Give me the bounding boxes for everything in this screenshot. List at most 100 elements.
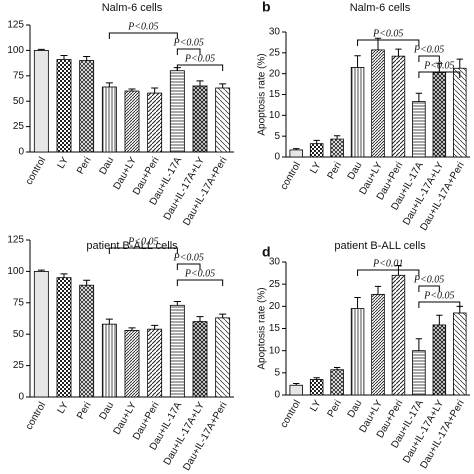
- x-tick-label: LY: [56, 155, 71, 171]
- y-tick-label: 0: [18, 147, 24, 158]
- chart-title: Nalm-6 cells: [102, 2, 163, 14]
- chart-title: patient B-ALL cells: [334, 240, 426, 252]
- y-tick-label: 25: [269, 47, 281, 58]
- x-tick-label: Dau: [98, 400, 117, 421]
- bar: [309, 379, 324, 396]
- x-tick-label: LY: [308, 160, 323, 176]
- bar: [169, 70, 185, 153]
- significance-bracket: [357, 269, 420, 276]
- error-bar: [196, 80, 204, 86]
- significance-label: P<0.05: [172, 37, 203, 48]
- x-tick-label: Peri: [75, 400, 93, 421]
- bar: [79, 284, 95, 398]
- bar: [412, 101, 426, 158]
- bar: [309, 143, 324, 158]
- bar: [169, 304, 185, 398]
- bar: [371, 49, 385, 158]
- x-tick-label: control: [24, 155, 49, 186]
- y-tick-label: 20: [269, 68, 281, 79]
- x-tick-label: Peri: [326, 160, 344, 181]
- significance-label: P<0.05: [127, 21, 158, 32]
- error-bar: [415, 338, 423, 351]
- error-bar: [333, 367, 341, 370]
- x-tick-label: Peri: [75, 155, 93, 176]
- significance-bracket: [418, 301, 461, 308]
- bar: [192, 85, 208, 153]
- error-bar: [60, 54, 68, 60]
- bar: [432, 72, 447, 158]
- significance-bracket: [108, 247, 178, 254]
- significance-label: P<0.05: [372, 28, 403, 39]
- y-tick-label: 0: [274, 390, 280, 401]
- bar: [124, 330, 140, 398]
- bar: [215, 317, 231, 398]
- significance-label: P<0.01: [372, 258, 403, 269]
- error-bar: [151, 87, 159, 94]
- error-bar: [293, 148, 300, 150]
- y-tick-label: 75: [13, 297, 25, 308]
- error-bar: [37, 269, 45, 272]
- y-tick-label: 125: [7, 20, 24, 31]
- bar: [101, 86, 117, 153]
- significance-label: P<0.05: [413, 274, 444, 285]
- y-tick-label: 30: [269, 27, 281, 38]
- bar: [192, 321, 208, 398]
- y-tick-label: 50: [13, 329, 25, 340]
- x-tick-label: LY: [308, 398, 323, 414]
- bar: [412, 350, 426, 396]
- y-tick-label: 25: [269, 279, 281, 290]
- x-tick-label: Dau: [346, 398, 365, 419]
- significance-label: P<0.05: [423, 60, 454, 71]
- error-bar: [313, 139, 320, 144]
- y-tick-label: 100: [7, 45, 24, 56]
- significance-bracket: [176, 64, 224, 71]
- error-bar: [436, 314, 443, 325]
- bar: [56, 59, 72, 153]
- significance-bracket: [176, 263, 201, 270]
- error-bar: [436, 62, 443, 73]
- x-tick-label: Dau: [98, 155, 117, 176]
- error-bar: [354, 55, 361, 68]
- bar: [330, 138, 344, 158]
- error-bar: [313, 377, 320, 380]
- x-tick-label: control: [279, 398, 304, 429]
- bar: [147, 92, 163, 153]
- bar: [391, 274, 406, 396]
- y-tick-label: 5: [274, 367, 280, 378]
- y-tick-label: 30: [269, 257, 281, 268]
- error-bar: [456, 58, 463, 69]
- y-tick-label: 25: [13, 121, 25, 132]
- bar: [33, 270, 49, 398]
- panel-letter: b: [262, 0, 271, 15]
- error-bar: [333, 135, 341, 140]
- significance-bracket: [176, 48, 201, 55]
- significance-bracket: [418, 285, 440, 292]
- error-bar: [196, 316, 204, 322]
- error-bar: [83, 279, 91, 286]
- bar: [33, 50, 49, 153]
- bar: [289, 384, 303, 396]
- y-tick-label: 10: [269, 110, 281, 121]
- bar: [101, 323, 117, 398]
- bar: [56, 277, 72, 398]
- significance-label: P<0.05: [423, 290, 454, 301]
- bar: [432, 324, 447, 396]
- x-tick-label: LY: [56, 400, 71, 416]
- bar: [350, 67, 365, 158]
- bar: [289, 149, 303, 158]
- significance-label: P<0.05: [184, 268, 215, 279]
- error-bar: [83, 55, 91, 61]
- error-bar: [37, 48, 45, 51]
- error-bar: [151, 324, 159, 330]
- chart-title: Nalm-6 cells: [350, 2, 411, 14]
- significance-label: P<0.05: [172, 252, 203, 263]
- error-bar: [128, 327, 136, 331]
- error-bar: [173, 301, 181, 306]
- y-tick-label: 5: [274, 131, 280, 142]
- y-tick-label: 15: [269, 89, 281, 100]
- bar: [371, 293, 385, 396]
- significance-label: P<0.05: [127, 236, 158, 247]
- y-tick-label: 125: [7, 235, 24, 246]
- significance-bracket: [108, 32, 178, 39]
- bar: [79, 60, 95, 153]
